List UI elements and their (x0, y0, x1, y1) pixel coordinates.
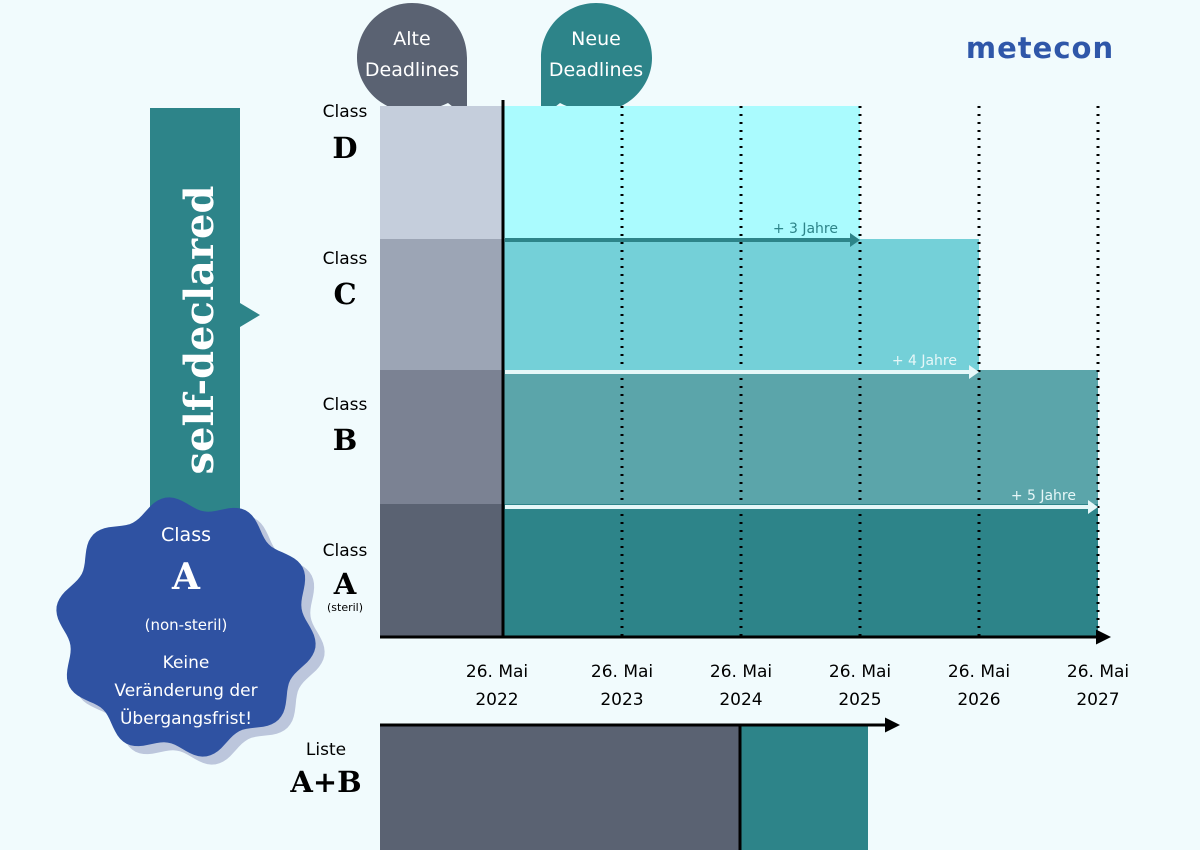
metecon-logo: metecon (966, 31, 1114, 65)
liste-old-period (380, 726, 740, 850)
row-d-letter: D (332, 131, 357, 165)
extension-arrowhead-3 (850, 233, 860, 247)
extension-label-5: + 5 Jahre (1011, 488, 1076, 504)
new-deadlines-bubble: Neue Deadlines (541, 3, 652, 118)
badge-note-line2: Veränderung der (114, 681, 257, 701)
extension-arrowhead-5 (1088, 500, 1098, 514)
row-d-old-period (380, 106, 503, 239)
row-b-old-period (380, 370, 503, 504)
timeline-labels: 26. Mai 2022 26. Mai 2023 26. Mai 2024 26. Mai… (466, 662, 1129, 710)
extension-label-3: + 3 Jahre (773, 221, 838, 237)
timeline-year-2024: 2024 (719, 690, 762, 710)
new-deadlines-line2: Deadlines (549, 59, 643, 81)
row-a-new-period (503, 504, 1098, 637)
timeline-year-2027: 2027 (1076, 690, 1119, 710)
row-c-class-word: Class (323, 249, 368, 269)
badge-note-line3: Übergangsfrist! (120, 707, 252, 729)
liste-ab-section: Liste A+B (289, 717, 900, 850)
old-deadlines-bubble: Alte Deadlines (357, 3, 467, 118)
row-d-class-word: Class (323, 102, 368, 122)
row-c-old-period (380, 239, 503, 370)
timeline-year-2022: 2022 (475, 690, 518, 710)
badge-qualifier: (non-steril) (145, 616, 228, 634)
timeline-date-2026: 26. Mai (948, 662, 1010, 682)
row-c-new-period (503, 239, 979, 370)
timeline-year-2026: 2026 (957, 690, 1000, 710)
extension-arrows: + 3 Jahre + 4 Jahre + 5 Jahre (505, 221, 1098, 514)
row-a-qualifier: (steril) (327, 601, 363, 614)
new-deadlines-line1: Neue (571, 28, 621, 50)
badge-class-word: Class (161, 524, 211, 546)
liste-bars (380, 726, 868, 850)
badge-letter: A (171, 556, 201, 598)
timeline-date-2024: 26. Mai (710, 662, 772, 682)
self-declared-label: self-declared (176, 186, 223, 475)
timeline-year-2023: 2023 (600, 690, 643, 710)
liste-new-period (740, 726, 868, 850)
timeline-date-2027: 26. Mai (1067, 662, 1129, 682)
extension-label-4: + 4 Jahre (892, 353, 957, 369)
row-b-letter: B (333, 423, 358, 457)
class-a-nonsterile-badge: Class A (non-steril) Keine Veränderung d… (56, 497, 325, 765)
timeline-date-2025: 26. Mai (829, 662, 891, 682)
badge-note-line1: Keine (163, 653, 210, 673)
timeline-date-2023: 26. Mai (591, 662, 653, 682)
liste-label-word: Liste (306, 740, 346, 760)
row-a-class-word: Class (323, 541, 368, 561)
old-deadlines-line2: Deadlines (365, 59, 459, 81)
timeline-date-2022: 26. Mai (466, 662, 528, 682)
row-c-letter: C (333, 277, 356, 311)
extension-arrowhead-4 (969, 365, 979, 379)
class-rows (380, 106, 1098, 637)
self-declared-banner: self-declared (150, 108, 260, 538)
liste-label-letters: A+B (289, 765, 361, 799)
row-d-new-period (503, 106, 860, 239)
timeline-year-2025: 2025 (838, 690, 881, 710)
row-a-old-period (380, 504, 503, 637)
row-labels: Class D Class C Class B Class A (steril) (323, 102, 368, 614)
row-b-class-word: Class (323, 395, 368, 415)
old-deadlines-line1: Alte (393, 28, 430, 50)
row-b-new-period (503, 370, 1098, 504)
row-a-letter: A (333, 567, 357, 601)
